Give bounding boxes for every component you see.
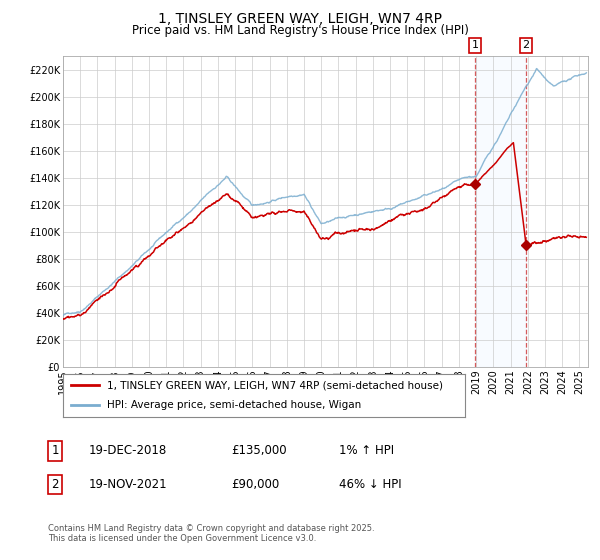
Text: £90,000: £90,000 <box>231 478 279 491</box>
Text: 1, TINSLEY GREEN WAY, LEIGH, WN7 4RP (semi-detached house): 1, TINSLEY GREEN WAY, LEIGH, WN7 4RP (se… <box>107 380 443 390</box>
Text: 19-DEC-2018: 19-DEC-2018 <box>89 444 167 458</box>
Text: Price paid vs. HM Land Registry's House Price Index (HPI): Price paid vs. HM Land Registry's House … <box>131 24 469 36</box>
Text: 1: 1 <box>472 40 479 50</box>
Text: Contains HM Land Registry data © Crown copyright and database right 2025.
This d: Contains HM Land Registry data © Crown c… <box>48 524 374 543</box>
Text: 2: 2 <box>52 478 59 491</box>
Text: 1: 1 <box>52 444 59 458</box>
Text: 2: 2 <box>522 40 529 50</box>
Bar <box>475 56 526 367</box>
Text: 46% ↓ HPI: 46% ↓ HPI <box>339 478 401 491</box>
Text: £135,000: £135,000 <box>231 444 287 458</box>
Text: 1% ↑ HPI: 1% ↑ HPI <box>339 444 394 458</box>
Text: 1, TINSLEY GREEN WAY, LEIGH, WN7 4RP: 1, TINSLEY GREEN WAY, LEIGH, WN7 4RP <box>158 12 442 26</box>
Text: 19-NOV-2021: 19-NOV-2021 <box>89 478 167 491</box>
Text: HPI: Average price, semi-detached house, Wigan: HPI: Average price, semi-detached house,… <box>107 400 361 410</box>
